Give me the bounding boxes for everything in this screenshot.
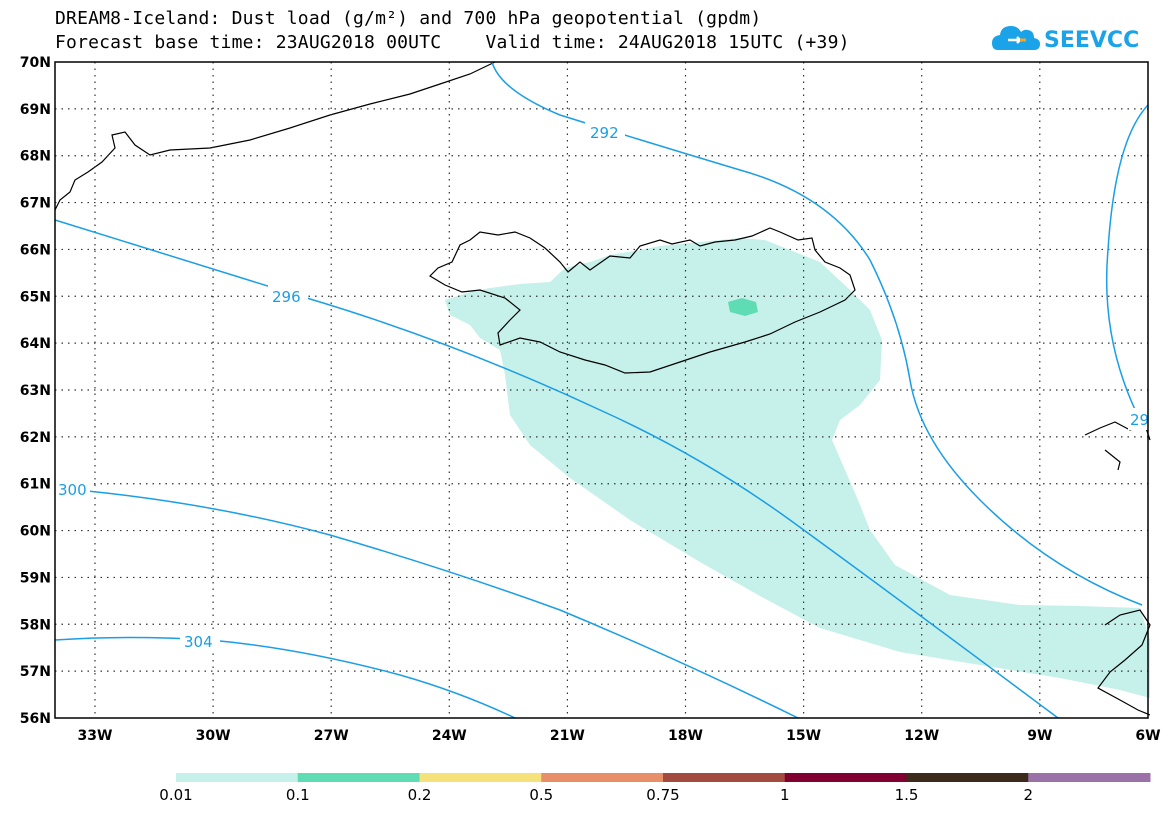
- lon-tick-label: 12W: [904, 728, 939, 744]
- colorbar-label: 2: [1023, 786, 1033, 804]
- map-title: DREAM8-Iceland: Dust load (g/m²) and 700…: [55, 8, 762, 29]
- lat-tick-label: 56N: [20, 711, 51, 727]
- colorbar-segment: [906, 773, 1029, 782]
- colorbar-segment: [1028, 773, 1151, 782]
- lat-tick-label: 66N: [20, 242, 51, 258]
- contour-label-296: 296: [272, 288, 301, 306]
- latitude-labels: 70N 69N 68N 67N 66N 65N 64N 63N 62N 61N 60N 59N 58N 5…: [20, 55, 51, 727]
- norway-coastline: [1084, 421, 1151, 471]
- colorbar-label: 0.1: [286, 786, 310, 804]
- contour-label-300: 300: [58, 481, 87, 499]
- lat-tick-label: 68N: [20, 149, 51, 165]
- colorbar-label: 0.75: [646, 786, 679, 804]
- dust-area-mid: [728, 298, 758, 316]
- lat-tick-label: 58N: [20, 617, 51, 633]
- colorbar-label: 0.01: [159, 786, 192, 804]
- longitude-labels: 33W 30W 27W 24W 21W 18W 15W 12W 9W 6W: [78, 728, 1161, 744]
- colorbar-segment: [176, 773, 299, 782]
- lon-tick-label: 9W: [1027, 728, 1052, 744]
- cloud-icon: [992, 26, 1040, 50]
- lat-tick-label: 67N: [20, 196, 51, 212]
- lon-tick-label: 30W: [196, 728, 231, 744]
- lat-tick-label: 70N: [20, 55, 51, 71]
- contour-300-line: [54, 487, 799, 719]
- lat-tick-label: 60N: [20, 524, 51, 540]
- graticule: [55, 62, 1148, 718]
- lon-tick-label: 24W: [432, 728, 467, 744]
- contour-labels: 292 296 300 304 29: [55, 121, 1150, 651]
- contour-292-line: [491, 61, 1143, 606]
- colorbar-label: 1: [780, 786, 790, 804]
- colorbar-label: 0.5: [529, 786, 553, 804]
- lon-tick-label: 18W: [668, 728, 703, 744]
- lat-tick-label: 64N: [20, 336, 51, 352]
- colorbar-label: 0.2: [408, 786, 432, 804]
- colorbar-label: 1.5: [895, 786, 919, 804]
- map-subtitle: Forecast base time: 23AUG2018 00UTC Vali…: [55, 32, 850, 53]
- colorbar-segment: [541, 773, 664, 782]
- geopotential-contours: [54, 61, 1149, 719]
- lon-tick-label: 33W: [78, 728, 113, 744]
- dust-load-areas: [445, 238, 1150, 698]
- lat-tick-label: 61N: [20, 477, 51, 493]
- contour-296-line: [54, 219, 1059, 719]
- lon-tick-label: 6W: [1135, 728, 1160, 744]
- colorbar-segment: [419, 773, 542, 782]
- lon-tick-label: 21W: [550, 728, 585, 744]
- contour-29-line: [1105, 104, 1149, 421]
- lat-tick-label: 62N: [20, 430, 51, 446]
- lat-tick-label: 63N: [20, 383, 51, 399]
- map-frame: [54, 61, 1149, 719]
- colorbar-segment: [663, 773, 786, 782]
- dust-area-low: [445, 238, 1150, 698]
- seevccc-logo: SEEVCCC: [992, 26, 1140, 53]
- lon-tick-label: 15W: [786, 728, 821, 744]
- contour-label-292: 292: [590, 124, 619, 142]
- lat-tick-label: 69N: [20, 102, 51, 118]
- colorbar: [176, 773, 1151, 782]
- lat-tick-label: 59N: [20, 570, 51, 586]
- colorbar-segment: [297, 773, 420, 782]
- contour-label-29: 29: [1130, 411, 1149, 429]
- contour-304-line: [54, 636, 516, 719]
- iceland-coastline: [429, 227, 856, 374]
- coastlines: [54, 61, 1151, 716]
- lon-tick-label: 27W: [314, 728, 349, 744]
- lat-tick-label: 57N: [20, 664, 51, 680]
- colorbar-segment: [784, 773, 907, 782]
- colorbar-labels: 0.01 0.1 0.2 0.5 0.75 1 1.5 2: [159, 786, 1033, 804]
- scotland-coastline: [1097, 609, 1151, 716]
- lat-tick-label: 65N: [20, 289, 51, 305]
- greenland-coastline: [54, 61, 496, 211]
- logo-text: SEEVCCC: [1044, 28, 1140, 53]
- contour-label-304: 304: [184, 633, 213, 651]
